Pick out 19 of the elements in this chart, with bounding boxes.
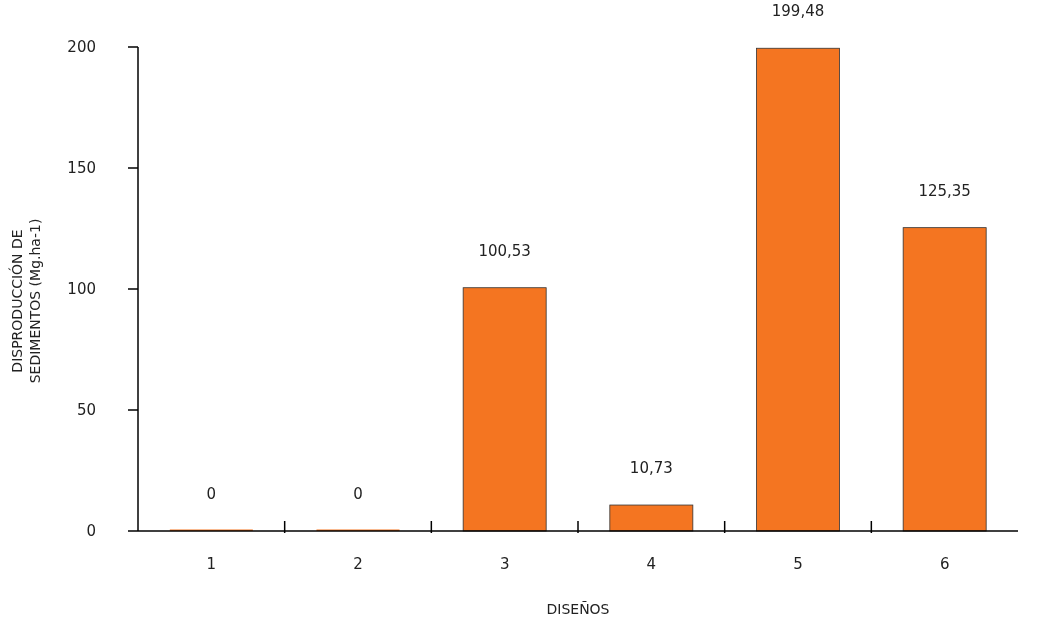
x-axis-title: DISEÑOS	[546, 601, 610, 617]
x-tick-label: 2	[353, 555, 363, 573]
y-axis-title: DISPRODUCCIÓN DE SEDIMENTOS (Mg.ha-1)	[8, 218, 43, 384]
y-tick-label: 150	[67, 159, 96, 178]
data-label: 125,35	[918, 181, 971, 200]
x-tick-label: 6	[939, 555, 950, 573]
data-label: 199,48	[771, 2, 825, 21]
x-tick-label: 1	[206, 555, 217, 573]
data-label: 0	[206, 485, 217, 503]
data-label: 100,53	[478, 241, 531, 260]
data-label: 10,73	[629, 459, 673, 478]
y-tick-label: 50	[76, 401, 96, 420]
x-tick-label: 5	[793, 555, 803, 573]
data-label: 0	[353, 485, 363, 503]
x-tick-label: 4	[646, 555, 657, 573]
y-tick-label: 0	[86, 522, 96, 541]
x-tick-label: 3	[499, 555, 510, 573]
y-tick-label: 200	[67, 38, 96, 57]
y-tick-label: 100	[67, 280, 96, 299]
